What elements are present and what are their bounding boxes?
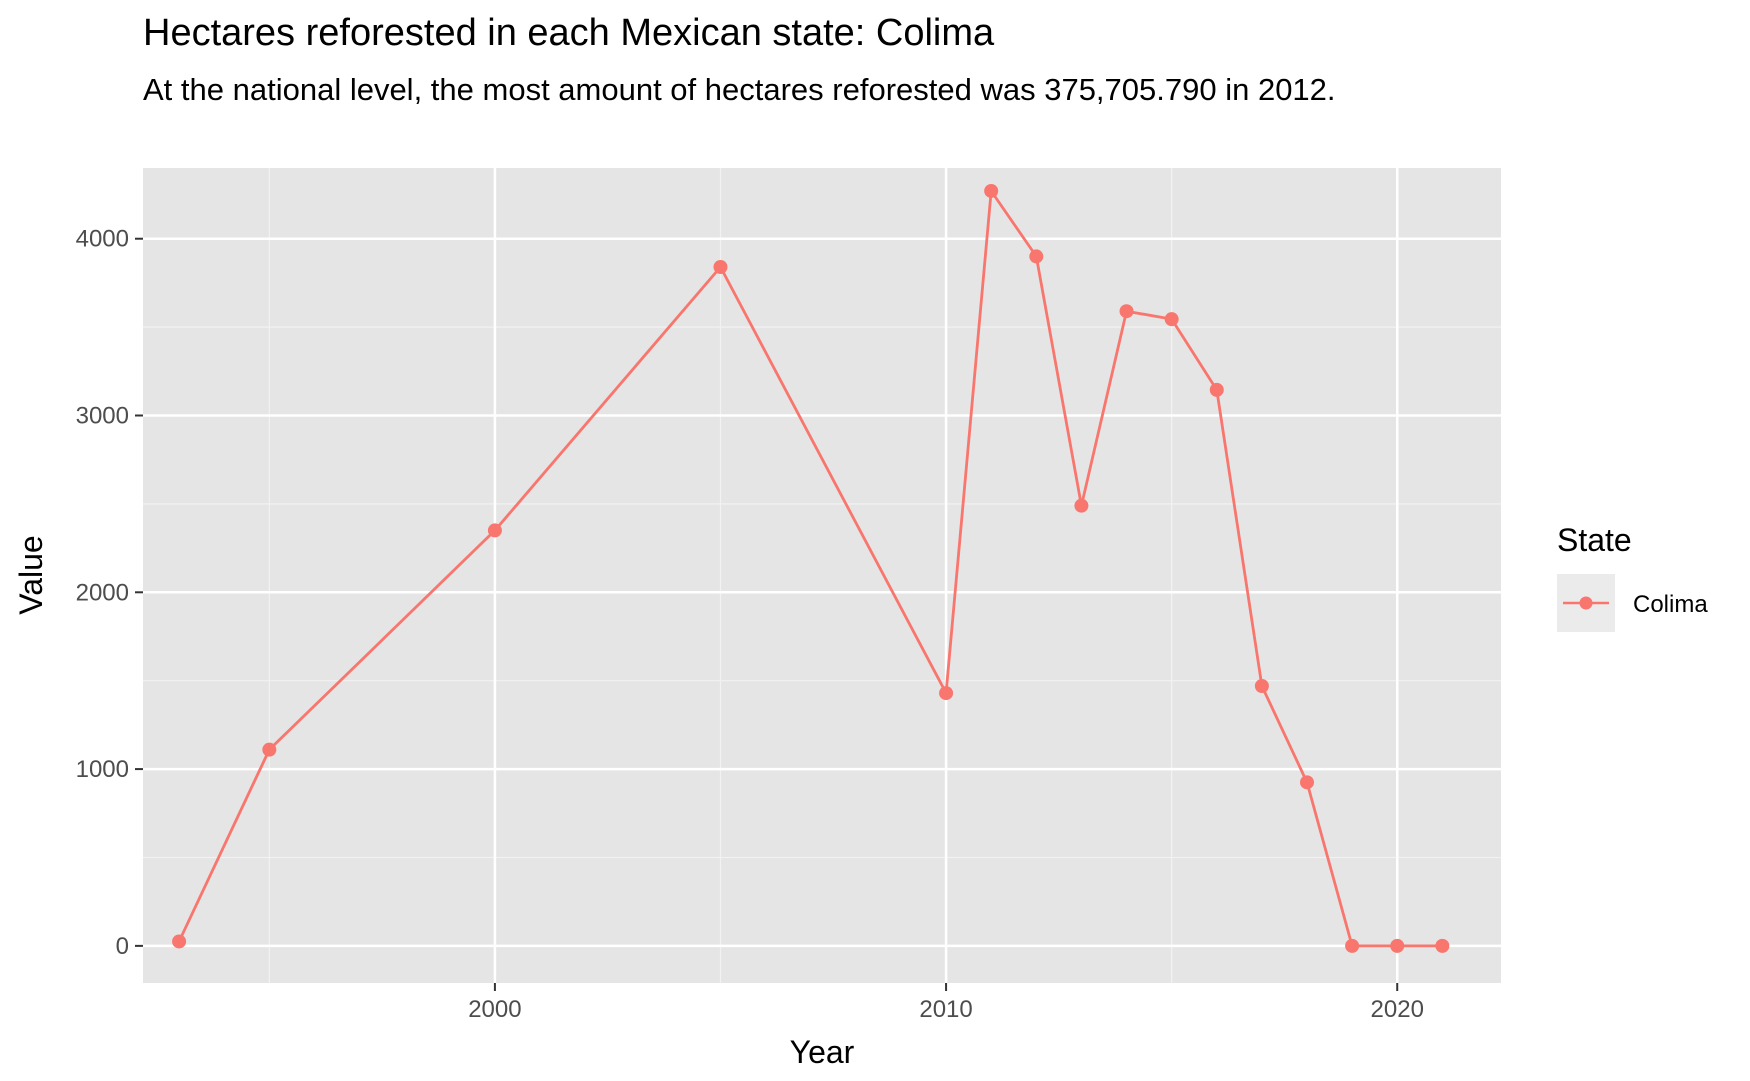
plot-panel: [143, 168, 1501, 983]
y-tick-label: 3000: [76, 403, 129, 430]
data-point-1993: [172, 934, 187, 949]
x-tick-label: 2010: [919, 996, 972, 1023]
minor-gridlines: [143, 168, 1501, 983]
data-point-2000: [487, 523, 502, 538]
y-tick-label: 2000: [76, 579, 129, 606]
data-point-2021: [1435, 938, 1450, 953]
data-point-2005: [713, 260, 728, 275]
x-tick-label: 2000: [468, 996, 521, 1023]
data-point-2013: [1074, 498, 1089, 513]
data-point-2016: [1209, 382, 1224, 397]
x-tick-label: 2020: [1371, 996, 1424, 1023]
chart-title: Hectares reforested in each Mexican stat…: [143, 12, 995, 54]
y-tick-label: 0: [116, 933, 129, 960]
legend-label-colima: Colima: [1633, 591, 1708, 618]
legend: State Colima: [1557, 522, 1708, 632]
series-layer: [172, 183, 1450, 953]
chart-subtitle: At the national level, the most amount o…: [143, 72, 1336, 107]
y-axis-ticks: 0 1000 2000 3000 4000: [76, 226, 143, 960]
data-point-2010: [939, 686, 954, 701]
x-axis-title: Year: [790, 1034, 855, 1070]
data-point-2017: [1254, 678, 1269, 693]
major-gridlines: [143, 168, 1501, 983]
data-point-2018: [1300, 775, 1314, 790]
data-point-2011: [984, 183, 999, 198]
data-point-2015: [1164, 312, 1179, 327]
y-tick-label: 4000: [76, 226, 129, 253]
y-tick-label: 1000: [76, 756, 129, 783]
series-line-colima: [177, 189, 1443, 948]
data-point-2012: [1029, 249, 1044, 264]
data-point-2019: [1345, 938, 1360, 953]
data-point-1995: [262, 742, 277, 757]
y-axis-title: Value: [13, 535, 49, 614]
data-point-2014: [1119, 304, 1134, 319]
legend-title: State: [1557, 522, 1632, 558]
legend-key-point: [1579, 596, 1593, 610]
x-axis-ticks: 2000 2010 2020: [468, 983, 1424, 1023]
data-point-2020: [1390, 938, 1405, 953]
